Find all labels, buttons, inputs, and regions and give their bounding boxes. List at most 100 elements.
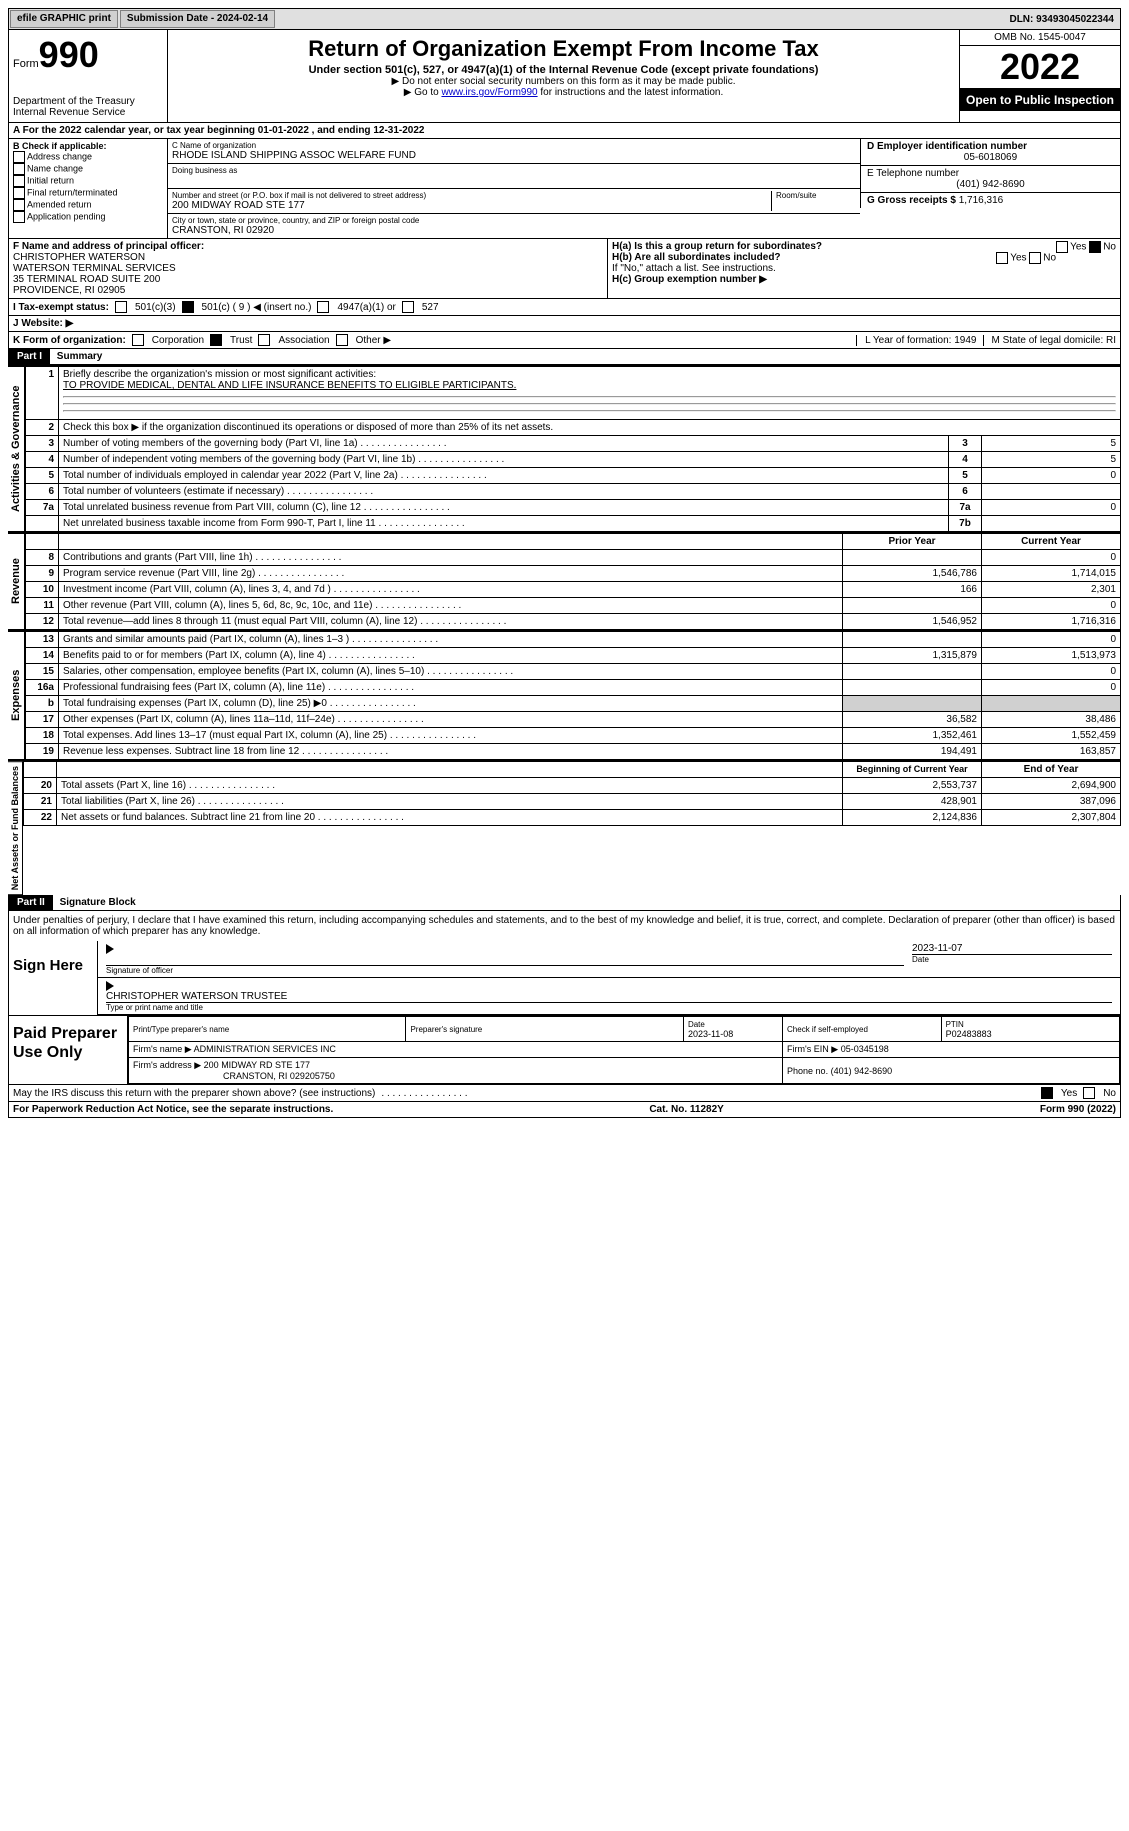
side-expenses: Expenses	[8, 631, 25, 760]
officer-label: F Name and address of principal officer:	[13, 241, 603, 252]
cb-amended-return[interactable]	[13, 199, 25, 211]
cb-501c[interactable]	[182, 301, 194, 313]
cb-trust[interactable]	[210, 334, 222, 346]
table-row: 4Number of independent voting members of…	[26, 452, 1121, 468]
form-footer: Form 990 (2022)	[1040, 1104, 1116, 1115]
firm-addr1: 200 MIDWAY RD STE 177	[204, 1060, 310, 1070]
omb-number: OMB No. 1545-0047	[960, 30, 1120, 46]
cb-hb-no[interactable]	[1029, 252, 1041, 264]
form-title: Return of Organization Exempt From Incom…	[172, 36, 955, 62]
hdr-boy: Beginning of Current Year	[843, 762, 982, 778]
table-row: 10Investment income (Part VIII, column (…	[26, 582, 1121, 598]
irs-link[interactable]: www.irs.gov/Form990	[441, 87, 537, 98]
table-row: 21Total liabilities (Part X, line 26)428…	[24, 794, 1121, 810]
pra-notice: For Paperwork Reduction Act Notice, see …	[13, 1104, 333, 1115]
cb-ha-yes[interactable]	[1056, 241, 1068, 253]
ein-value: 05-6018069	[867, 152, 1114, 163]
part1-header: Part I	[9, 349, 50, 364]
hdr-current: Current Year	[982, 534, 1121, 550]
cb-name-change[interactable]	[13, 163, 25, 175]
sign-here-label: Sign Here	[9, 941, 98, 1015]
cb-corp[interactable]	[132, 334, 144, 346]
street-value: 200 MIDWAY ROAD STE 177	[172, 200, 771, 211]
penalty-statement: Under penalties of perjury, I declare th…	[9, 911, 1120, 941]
table-row: 7aTotal unrelated business revenue from …	[26, 500, 1121, 516]
state-domicile: M State of legal domicile: RI	[983, 335, 1117, 346]
cb-hb-yes[interactable]	[996, 252, 1008, 264]
table-row: 16aProfessional fundraising fees (Part I…	[26, 680, 1121, 696]
dln-label: DLN: 93493045022344	[1003, 14, 1120, 25]
table-row: 6Total number of volunteers (estimate if…	[26, 484, 1121, 500]
sig-name: CHRISTOPHER WATERSON TRUSTEE	[106, 991, 1112, 1002]
side-revenue: Revenue	[8, 533, 25, 630]
hb-label: H(b) Are all subordinates included?	[612, 252, 781, 263]
ha-label: H(a) Is this a group return for subordin…	[612, 241, 822, 252]
sig-officer-label: Signature of officer	[106, 965, 904, 975]
city-label: City or town, state or province, country…	[172, 216, 856, 225]
cb-address-change[interactable]	[13, 151, 25, 163]
part2-title: Signature Block	[56, 895, 140, 910]
table-row: 18Total expenses. Add lines 13–17 (must …	[26, 728, 1121, 744]
gross-receipts-value: 1,716,316	[959, 195, 1004, 206]
city-value: CRANSTON, RI 02920	[172, 225, 856, 236]
side-net-assets: Net Assets or Fund Balances	[8, 761, 23, 895]
note-link: ▶ Go to www.irs.gov/Form990 for instruct…	[172, 87, 955, 98]
sig-date: 2023-11-07	[912, 943, 1112, 954]
cb-ha-no[interactable]	[1089, 241, 1101, 253]
table-row: 11Other revenue (Part VIII, column (A), …	[26, 598, 1121, 614]
table-row: 13Grants and similar amounts paid (Part …	[26, 632, 1121, 648]
cb-discuss-no[interactable]	[1083, 1087, 1095, 1099]
cb-527[interactable]	[402, 301, 414, 313]
hb-note: If "No," attach a list. See instructions…	[612, 263, 1116, 274]
hdr-prior: Prior Year	[843, 534, 982, 550]
gross-receipts-label: G Gross receipts $	[867, 195, 956, 206]
cb-other[interactable]	[336, 334, 348, 346]
cb-501c3[interactable]	[115, 301, 127, 313]
row-j-website: J Website: ▶	[8, 316, 1121, 332]
row-a-tax-year: A For the 2022 calendar year, or tax yea…	[8, 123, 1121, 139]
paid-preparer-block: Paid Preparer Use Only Print/Type prepar…	[8, 1016, 1121, 1085]
phone-label: E Telephone number	[867, 168, 1114, 179]
officer-line-1: WATERSON TERMINAL SERVICES	[13, 263, 603, 274]
org-name: RHODE ISLAND SHIPPING ASSOC WELFARE FUND	[172, 150, 856, 161]
q2-checkbox-text: Check this box ▶ if the organization dis…	[59, 420, 1121, 436]
table-row: 15Salaries, other compensation, employee…	[26, 664, 1121, 680]
table-row: 8Contributions and grants (Part VIII, li…	[26, 550, 1121, 566]
efile-print-button[interactable]: efile GRAPHIC print	[10, 10, 118, 28]
tax-year: 2022	[960, 46, 1120, 89]
dept-label: Department of the Treasury	[13, 96, 163, 107]
cb-assoc[interactable]	[258, 334, 270, 346]
cb-app-pending[interactable]	[13, 211, 25, 223]
q1-label: Briefly describe the organization's miss…	[63, 369, 376, 380]
table-row: 22Net assets or fund balances. Subtract …	[24, 810, 1121, 826]
table-row: 9Program service revenue (Part VIII, lin…	[26, 566, 1121, 582]
irs-label: Internal Revenue Service	[13, 107, 163, 118]
cat-no: Cat. No. 11282Y	[649, 1104, 723, 1115]
form-subtitle: Under section 501(c), 527, or 4947(a)(1)…	[172, 64, 955, 76]
cb-discuss-yes[interactable]	[1041, 1087, 1053, 1099]
table-row: 17Other expenses (Part IX, column (A), l…	[26, 712, 1121, 728]
discuss-row: May the IRS discuss this return with the…	[8, 1085, 1121, 1102]
table-row: 5Total number of individuals employed in…	[26, 468, 1121, 484]
sig-name-label: Type or print name and title	[106, 1002, 1112, 1012]
table-row: bTotal fundraising expenses (Part IX, co…	[26, 696, 1121, 712]
row-i-tax-status: I Tax-exempt status: 501(c)(3) 501(c) ( …	[8, 299, 1121, 316]
hc-label: H(c) Group exemption number ▶	[612, 274, 1116, 285]
open-public-badge: Open to Public Inspection	[960, 89, 1120, 111]
firm-ein: 05-0345198	[841, 1044, 889, 1054]
cb-initial-return[interactable]	[13, 175, 25, 187]
top-toolbar: efile GRAPHIC print Submission Date - 20…	[8, 8, 1121, 30]
firm-name: ADMINISTRATION SERVICES INC	[194, 1044, 336, 1054]
table-row: 14Benefits paid to or for members (Part …	[26, 648, 1121, 664]
ein-label: D Employer identification number	[867, 141, 1114, 152]
form-word: Form	[13, 58, 39, 70]
part1-title: Summary	[53, 349, 107, 364]
box-b-title: B Check if applicable:	[13, 141, 163, 151]
street-label: Number and street (or P.O. box if mail i…	[172, 191, 771, 200]
submission-date-button[interactable]: Submission Date - 2024-02-14	[120, 10, 275, 28]
officer-line-0: CHRISTOPHER WATERSON	[13, 252, 603, 263]
cb-final-return[interactable]	[13, 187, 25, 199]
cb-4947[interactable]	[317, 301, 329, 313]
sig-date-label: Date	[912, 954, 1112, 964]
dba-label: Doing business as	[172, 166, 856, 175]
